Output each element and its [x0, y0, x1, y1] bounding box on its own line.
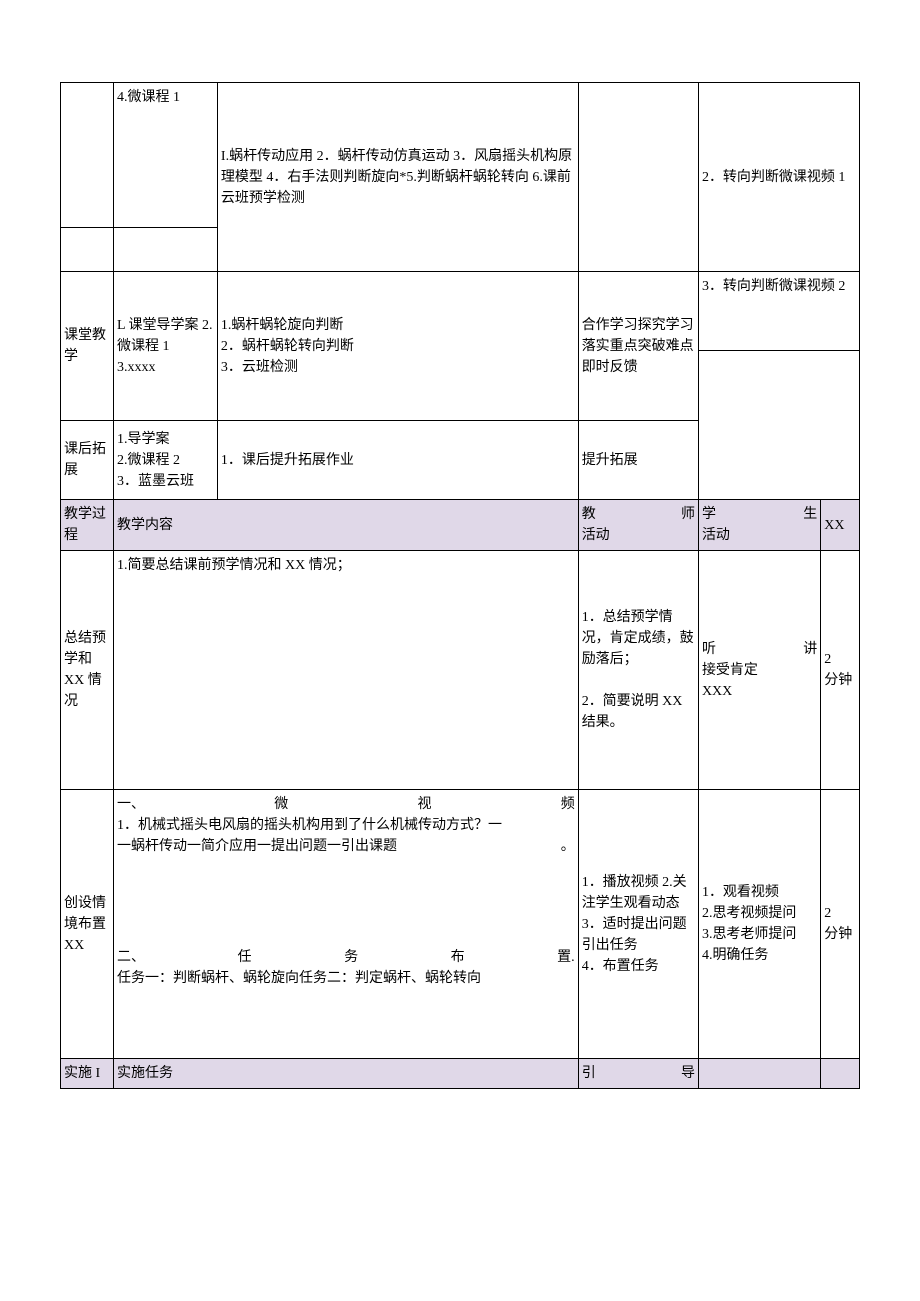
cell: 课堂教学: [61, 272, 114, 421]
cell: 2 分钟: [821, 551, 860, 790]
cell: 实施任务: [113, 1059, 578, 1089]
cell: 1.简要总结课前预学情况和 XX 情况；: [113, 551, 578, 790]
text: 微: [274, 794, 288, 815]
cell: 一、 微 视 频 1．机械式摇头电风扇的摇头机构用到了什么机械传动方式？一 一蜗…: [113, 790, 578, 1059]
text: 导: [681, 1063, 695, 1084]
text: 任务一：判断蜗杆、蜗轮旋向任务二：判定蜗杆、蜗轮转向: [117, 968, 575, 989]
text: 布: [451, 947, 465, 968]
text: 频: [561, 794, 575, 815]
header-student: 学 生 活动: [698, 500, 820, 551]
text: 学: [702, 504, 716, 525]
header-time: XX: [821, 500, 860, 551]
header-process: 教学过程: [61, 500, 114, 551]
text: 。: [561, 836, 575, 857]
text: 任: [238, 947, 252, 968]
text: 生: [803, 504, 817, 525]
table-row: 4.微课程 1 I.蜗杆传动应用 2．蜗杆传动仿真运动 3．风扇摇头机构原理模型…: [61, 83, 860, 228]
text: 一蜗杆传动一简介应用一提出问题一引出课题: [117, 836, 397, 857]
header-teacher: 教 师 活动: [578, 500, 698, 551]
cell: 1.蜗杆蜗轮旋向判断 2．蜗杆蜗轮转向判断 3．云班检测: [217, 272, 578, 421]
cell: [113, 228, 217, 272]
cell: [698, 1059, 820, 1089]
cell: 1．课后提升拓展作业: [217, 421, 578, 500]
cell: 1．播放视频 2.关注学生观看动态 3．适时提出问题引出任务 4．布置任务: [578, 790, 698, 1059]
cell: [61, 228, 114, 272]
text: 师: [681, 504, 695, 525]
cell: I.蜗杆传动应用 2．蜗杆传动仿真运动 3．风扇摇头机构原理模型 4．右手法则判…: [217, 83, 578, 272]
text: 二、: [117, 947, 145, 968]
cell: [698, 351, 859, 500]
cell: 提升拓展: [578, 421, 698, 500]
cell: L 课堂导学案 2.微课程 1 3.xxxx: [113, 272, 217, 421]
cell: [578, 83, 698, 272]
cell: 合作学习探究学习落实重点突破难点即时反馈: [578, 272, 698, 421]
text: 一、: [117, 794, 145, 815]
cell: 总结预学和 XX 情况: [61, 551, 114, 790]
text: 活动: [702, 525, 817, 546]
cell: 2．转向判断微课视频 1: [698, 83, 859, 272]
cell: 1．总结预学情况，肯定成绩，鼓励落后； 2．简要说明 XX 结果。: [578, 551, 698, 790]
text: 1．机械式摇头电风扇的摇头机构用到了什么机械传动方式？一: [117, 815, 575, 836]
cell: 2 分钟: [821, 790, 860, 1059]
cell: 听 讲 接受肯定 XXX: [698, 551, 820, 790]
lesson-plan-table: 4.微课程 1 I.蜗杆传动应用 2．蜗杆传动仿真运动 3．风扇摇头机构原理模型…: [60, 82, 860, 1089]
cell: 实施 I: [61, 1059, 114, 1089]
table-row: 总结预学和 XX 情况 1.简要总结课前预学情况和 XX 情况； 1．总结预学情…: [61, 551, 860, 790]
text: 引: [582, 1063, 596, 1084]
cell: 1.导学案 2.微课程 2 3．蓝墨云班: [113, 421, 217, 500]
text: 教: [582, 504, 596, 525]
header-content: 教学内容: [113, 500, 578, 551]
text: 接受肯定: [702, 660, 817, 681]
cell: 课后拓展: [61, 421, 114, 500]
text: 讲: [803, 639, 817, 660]
cell: 创设情境布置 XX: [61, 790, 114, 1059]
table-row: 实施 I 实施任务 引 导: [61, 1059, 860, 1089]
table-row: 课堂教学 L 课堂导学案 2.微课程 1 3.xxxx 1.蜗杆蜗轮旋向判断 2…: [61, 272, 860, 351]
cell: 4.微课程 1: [113, 83, 217, 228]
cell: [821, 1059, 860, 1089]
text: 置.: [557, 947, 575, 968]
text: 听: [702, 639, 716, 660]
cell: 3．转向判断微课视频 2: [698, 272, 859, 351]
text: 视: [417, 794, 431, 815]
text: XXX: [702, 681, 817, 702]
header-row: 教学过程 教学内容 教 师 活动 学 生 活动 XX: [61, 500, 860, 551]
text: 务: [344, 947, 358, 968]
cell: 1．观看视频 2.思考视频提问 3.思考老师提问 4.明确任务: [698, 790, 820, 1059]
cell: [61, 83, 114, 228]
text: 活动: [582, 525, 695, 546]
table-row: 创设情境布置 XX 一、 微 视 频 1．机械式摇头电风扇的摇头机构用到了什么机…: [61, 790, 860, 1059]
text: L 课堂导学案 2.微课程 1: [117, 318, 213, 354]
text: 3.xxxx: [117, 360, 156, 375]
cell: 引 导: [578, 1059, 698, 1089]
